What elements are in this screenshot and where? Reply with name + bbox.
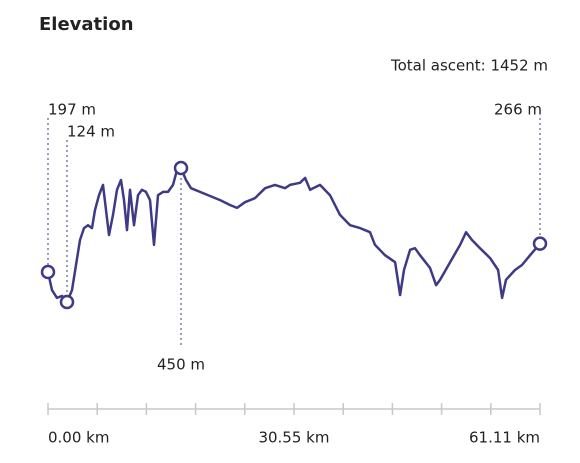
point-label: 124 m [67,123,115,141]
x-tick-label: 61.11 km [469,429,540,447]
x-tick-label: 30.55 km [258,429,329,447]
total-ascent: Total ascent: 1452 m [390,57,548,75]
point-marker [40,264,56,280]
point-marker [59,294,75,310]
elevation-line [46,166,541,304]
point-label: 197 m [48,101,96,119]
point-label: 450 m [157,356,205,374]
point-label: 266 m [494,101,542,119]
x-tick-label: 0.00 km [48,429,109,447]
point-marker [532,236,548,251]
point-marker [173,160,189,176]
chart-title: Elevation [39,14,134,35]
